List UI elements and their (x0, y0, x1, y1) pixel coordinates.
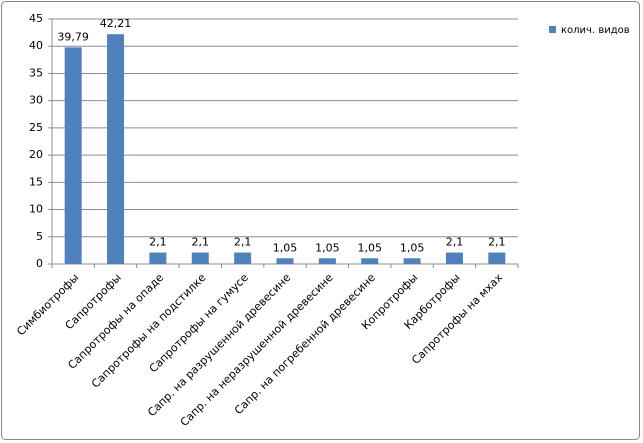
data-label: 2,1 (149, 236, 167, 249)
data-label: 2,1 (446, 236, 464, 249)
y-tick-label: 0 (36, 257, 43, 270)
data-label: 2,1 (234, 236, 252, 249)
legend-label: колич. видов (561, 25, 630, 36)
data-label: 2,1 (192, 236, 210, 249)
data-label: 39,79 (57, 30, 89, 43)
y-tick-label: 5 (36, 230, 43, 243)
data-label: 42,21 (100, 17, 132, 30)
bar (107, 34, 125, 264)
bar (234, 252, 252, 264)
bar (445, 252, 463, 264)
data-label: 1,05 (315, 241, 340, 254)
bar (191, 252, 209, 264)
bar (361, 258, 379, 264)
data-label: 1,05 (273, 241, 298, 254)
data-label: 1,05 (400, 241, 425, 254)
y-tick-label: 20 (29, 148, 43, 161)
bar (488, 252, 506, 264)
y-tick-label: 10 (29, 203, 43, 216)
bar (64, 47, 82, 264)
y-tick-label: 35 (29, 66, 43, 79)
y-tick-label: 40 (29, 39, 43, 52)
y-tick-label: 25 (29, 121, 43, 134)
y-tick-label: 15 (29, 175, 43, 188)
data-label: 2,1 (488, 236, 506, 249)
y-tick-label: 45 (29, 12, 43, 25)
bar (403, 258, 421, 264)
bar (318, 258, 336, 264)
bar (276, 258, 294, 264)
y-tick-label: 30 (29, 94, 43, 107)
data-label: 1,05 (357, 241, 382, 254)
bar (149, 252, 167, 264)
legend-swatch (549, 26, 556, 33)
